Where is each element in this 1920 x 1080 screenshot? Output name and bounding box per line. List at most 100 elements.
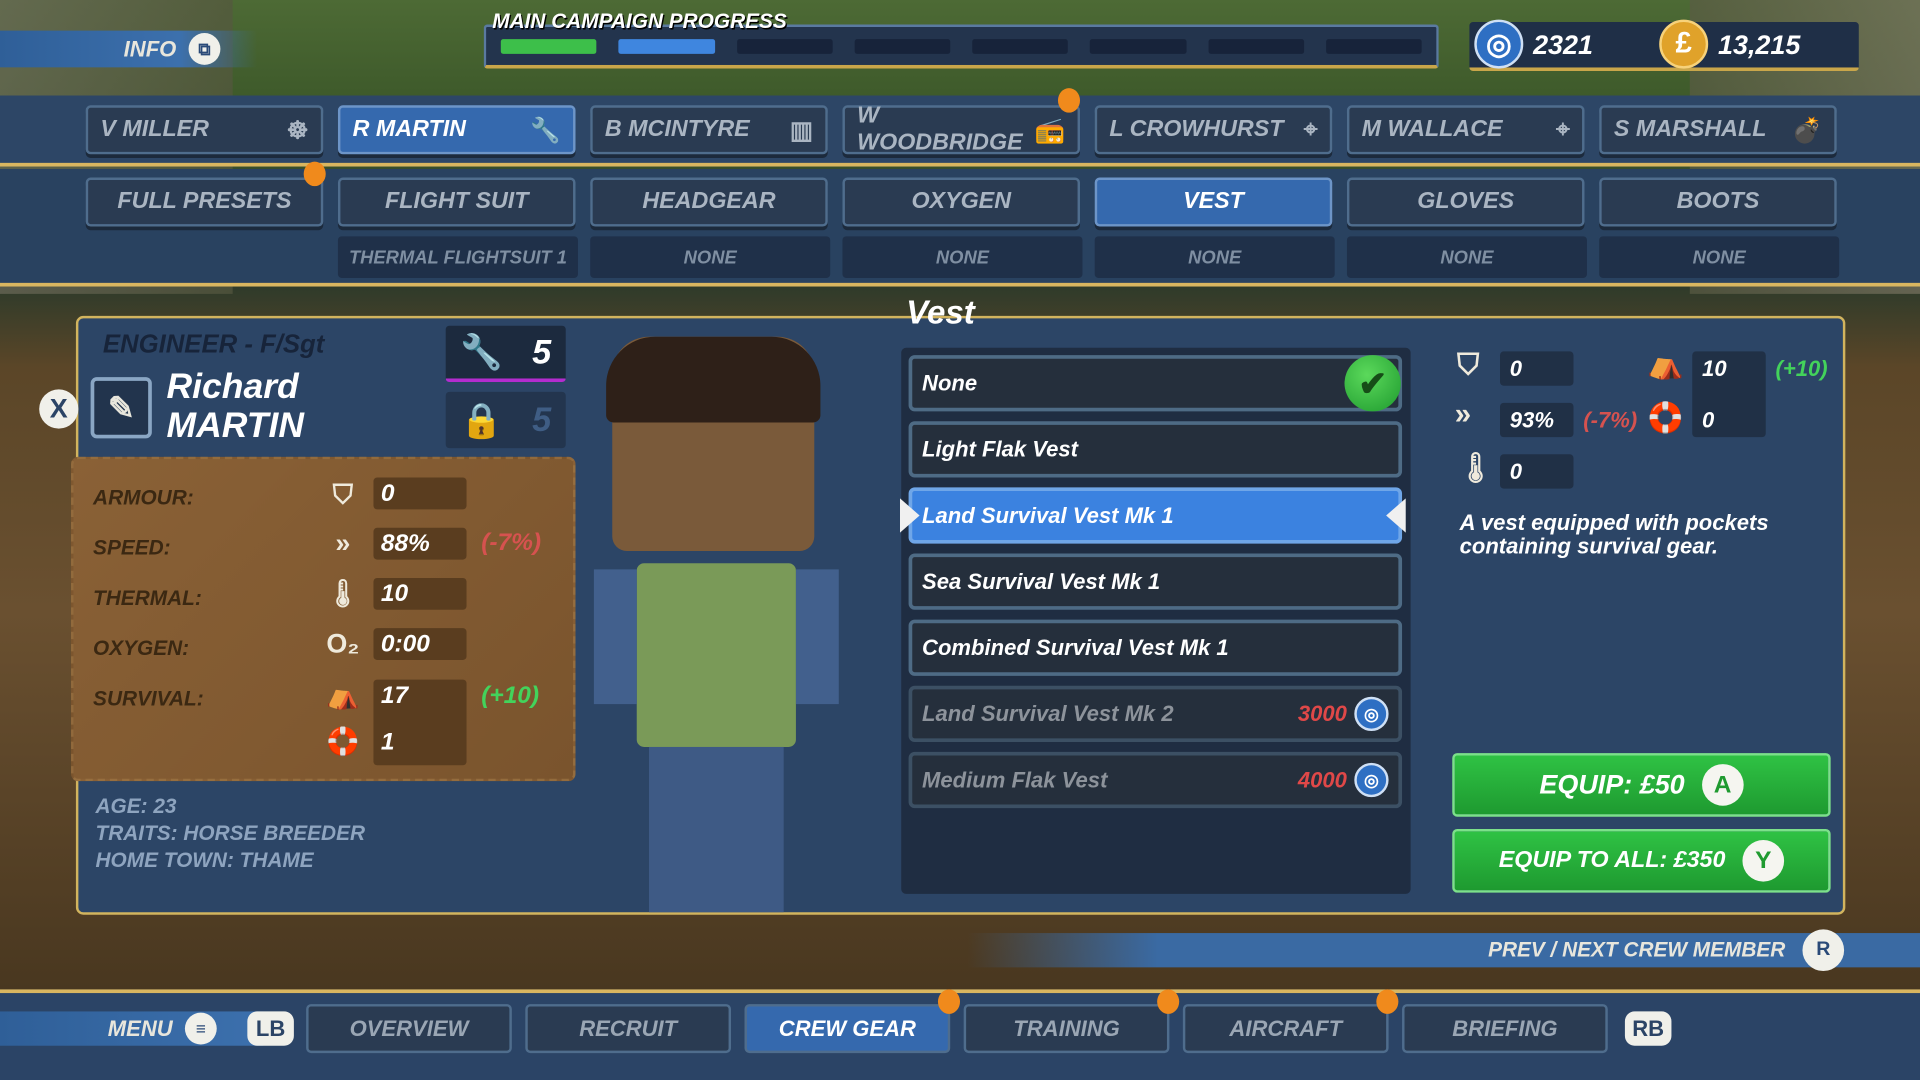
gear-tab[interactable]: OXYGEN	[842, 177, 1081, 227]
crew-card-header: ENGINEER - F/Sgt X ✎ Richard MARTIN 🔧 5 🔒…	[39, 316, 576, 457]
gear-tab-label: FULL PRESETS	[117, 188, 292, 215]
crew-tab-label: L CROWHURST	[1109, 116, 1284, 143]
crosshair-icon: ⌖	[1556, 115, 1570, 143]
radio-icon: 📻	[1034, 116, 1066, 144]
thermal-value: 10	[373, 577, 467, 610]
equipped-item-label: NONE	[1599, 236, 1840, 278]
crew-age: AGE: 23	[95, 794, 177, 818]
shield-icon: ⛉	[332, 478, 353, 510]
campaign-segment	[500, 39, 597, 54]
gear-tab[interactable]: BOOTS	[1599, 177, 1837, 227]
menu-label: MENU	[107, 1015, 173, 1041]
crew-role: ENGINEER - F/Sgt	[102, 330, 325, 359]
vest-item-cost: 3000	[1297, 701, 1347, 726]
vest-item-name: Light Flak Vest	[922, 436, 1078, 462]
wrench-icon: 🔧	[530, 116, 561, 144]
gear-tab-label: VEST	[1183, 188, 1244, 215]
vest-list-item[interactable]: Light Flak Vest	[908, 421, 1403, 478]
selection-arrow-left-icon	[900, 498, 920, 533]
vest-item-name: Sea Survival Vest Mk 1	[922, 568, 1161, 594]
vest-item-name: Land Survival Vest Mk 1	[922, 502, 1174, 528]
thermometer-icon: 🌡	[1457, 451, 1495, 485]
survival-sea-value: 1	[380, 728, 395, 756]
close-button[interactable]: X	[39, 389, 79, 429]
equip-button[interactable]: EQUIP: £50 A	[1452, 753, 1831, 817]
speed-chevrons-icon: »	[1454, 397, 1472, 432]
crew-tab-label: R MARTIN	[352, 116, 466, 143]
thermometer-icon: 🌡	[325, 577, 360, 609]
gear-tab[interactable]: FULL PRESETS	[85, 177, 324, 227]
crew-tab[interactable]: V MILLER ☸	[85, 105, 324, 155]
campaign-segment	[854, 39, 951, 54]
vest-list-item[interactable]: Land Survival Vest Mk 1	[900, 487, 1406, 544]
skill-level: 5	[532, 332, 552, 371]
armour-value: 0	[373, 477, 467, 510]
crew-tab[interactable]: W WOODBRIDGE 📻	[842, 103, 1081, 156]
campaign-segment	[1207, 39, 1304, 54]
menu-icon: ≡	[184, 1012, 217, 1045]
equipped-item-label: NONE	[1346, 236, 1587, 278]
intel-value: 2321	[1533, 29, 1594, 61]
nav-tab[interactable]: AIRCRAFT	[1182, 1004, 1389, 1054]
gear-tab-label: BOOTS	[1676, 188, 1760, 215]
pound-coin-icon: £	[1659, 19, 1709, 69]
menu-button[interactable]: MENU ≡	[0, 1011, 264, 1046]
gear-tab-label: OXYGEN	[911, 188, 1012, 215]
vest-list-item[interactable]: Medium Flak Vest 4000 ◎	[908, 751, 1403, 809]
crew-tab-label: V MILLER	[100, 116, 209, 143]
crew-tab[interactable]: B MCINTYRE ▥	[590, 105, 828, 155]
vest-list-item[interactable]: Sea Survival Vest Mk 1	[908, 553, 1403, 610]
nav-tab[interactable]: CREW GEAR	[744, 1004, 951, 1054]
gear-tab[interactable]: GLOVES	[1346, 177, 1585, 227]
crew-tab-label: M WALLACE	[1361, 116, 1503, 143]
vest-item-name: Combined Survival Vest Mk 1	[922, 634, 1229, 660]
notification-dot	[937, 989, 961, 1014]
oxygen-label: OXYGEN:	[93, 636, 190, 661]
equip-to-all-button[interactable]: EQUIP TO ALL: £350 Y	[1452, 828, 1831, 893]
vest-item-name: Medium Flak Vest	[922, 767, 1108, 792]
nav-tab[interactable]: BRIEFING	[1402, 1004, 1608, 1054]
lock-icon: 🔒	[460, 401, 503, 439]
nav-tab[interactable]: OVERVIEW	[306, 1004, 512, 1054]
equip-all-label: EQUIP TO ALL: £350	[1498, 847, 1726, 874]
campaign-segment	[618, 39, 715, 54]
info-button[interactable]: INFO ⧉	[0, 30, 258, 68]
nav-tab[interactable]: TRAINING	[963, 1004, 1170, 1054]
map-icon: ▥	[789, 116, 814, 144]
crew-tab[interactable]: R MARTIN 🔧	[337, 105, 576, 155]
intel-icon: ◎	[1474, 19, 1524, 69]
crew-tab[interactable]: M WALLACE ⌖	[1346, 105, 1585, 155]
locked-level-badge: 🔒 5	[445, 391, 566, 449]
crew-stats-panel: ARMOUR: ⛉ 0 SPEED: » 88% (-7%) THERMAL: …	[71, 456, 576, 782]
vest-item-cost: 4000	[1297, 767, 1347, 792]
oxygen-icon: O₂	[326, 628, 360, 659]
nav-tab[interactable]: RECRUIT	[525, 1004, 732, 1054]
intel-icon: ◎	[1354, 762, 1389, 798]
crew-tab[interactable]: S MARSHALL 💣	[1599, 105, 1837, 155]
notification-dot	[1157, 989, 1180, 1014]
lb-bumper-icon[interactable]: LB	[247, 1011, 294, 1046]
rb-bumper-icon[interactable]: RB	[1624, 1011, 1672, 1046]
gear-tab[interactable]: VEST	[1094, 177, 1333, 227]
prev-next-crew-hint[interactable]: PREV / NEXT CREW MEMBER R	[967, 929, 1920, 972]
preview-survival-land: 10	[1692, 351, 1766, 438]
selection-arrow-right-icon	[1386, 498, 1406, 533]
survival-label: SURVIVAL:	[93, 686, 204, 711]
prev-next-label: PREV / NEXT CREW MEMBER	[1488, 937, 1786, 962]
gear-tab[interactable]: FLIGHT SUIT	[337, 177, 576, 227]
crew-tab[interactable]: L CROWHURST ⌖	[1094, 105, 1333, 155]
survival-land-value: 17	[373, 679, 467, 766]
equipped-item-label: NONE	[842, 236, 1083, 278]
vest-title: Vest	[906, 293, 975, 331]
vest-list-item[interactable]: None ✔	[908, 355, 1403, 412]
vest-list-item[interactable]: Combined Survival Vest Mk 1	[908, 619, 1403, 676]
edit-name-button[interactable]: ✎	[90, 377, 152, 439]
money-value: 13,215	[1717, 29, 1801, 61]
campaign-segment	[972, 39, 1069, 54]
info-label: INFO	[123, 36, 177, 61]
gear-tab[interactable]: HEADGEAR	[590, 177, 828, 227]
vest-list-item[interactable]: Land Survival Vest Mk 2 3000 ◎	[908, 685, 1403, 743]
gear-tab-label: GLOVES	[1417, 188, 1515, 215]
equipped-item-label: NONE	[590, 236, 831, 278]
steering-wheel-icon: ☸	[286, 116, 309, 144]
